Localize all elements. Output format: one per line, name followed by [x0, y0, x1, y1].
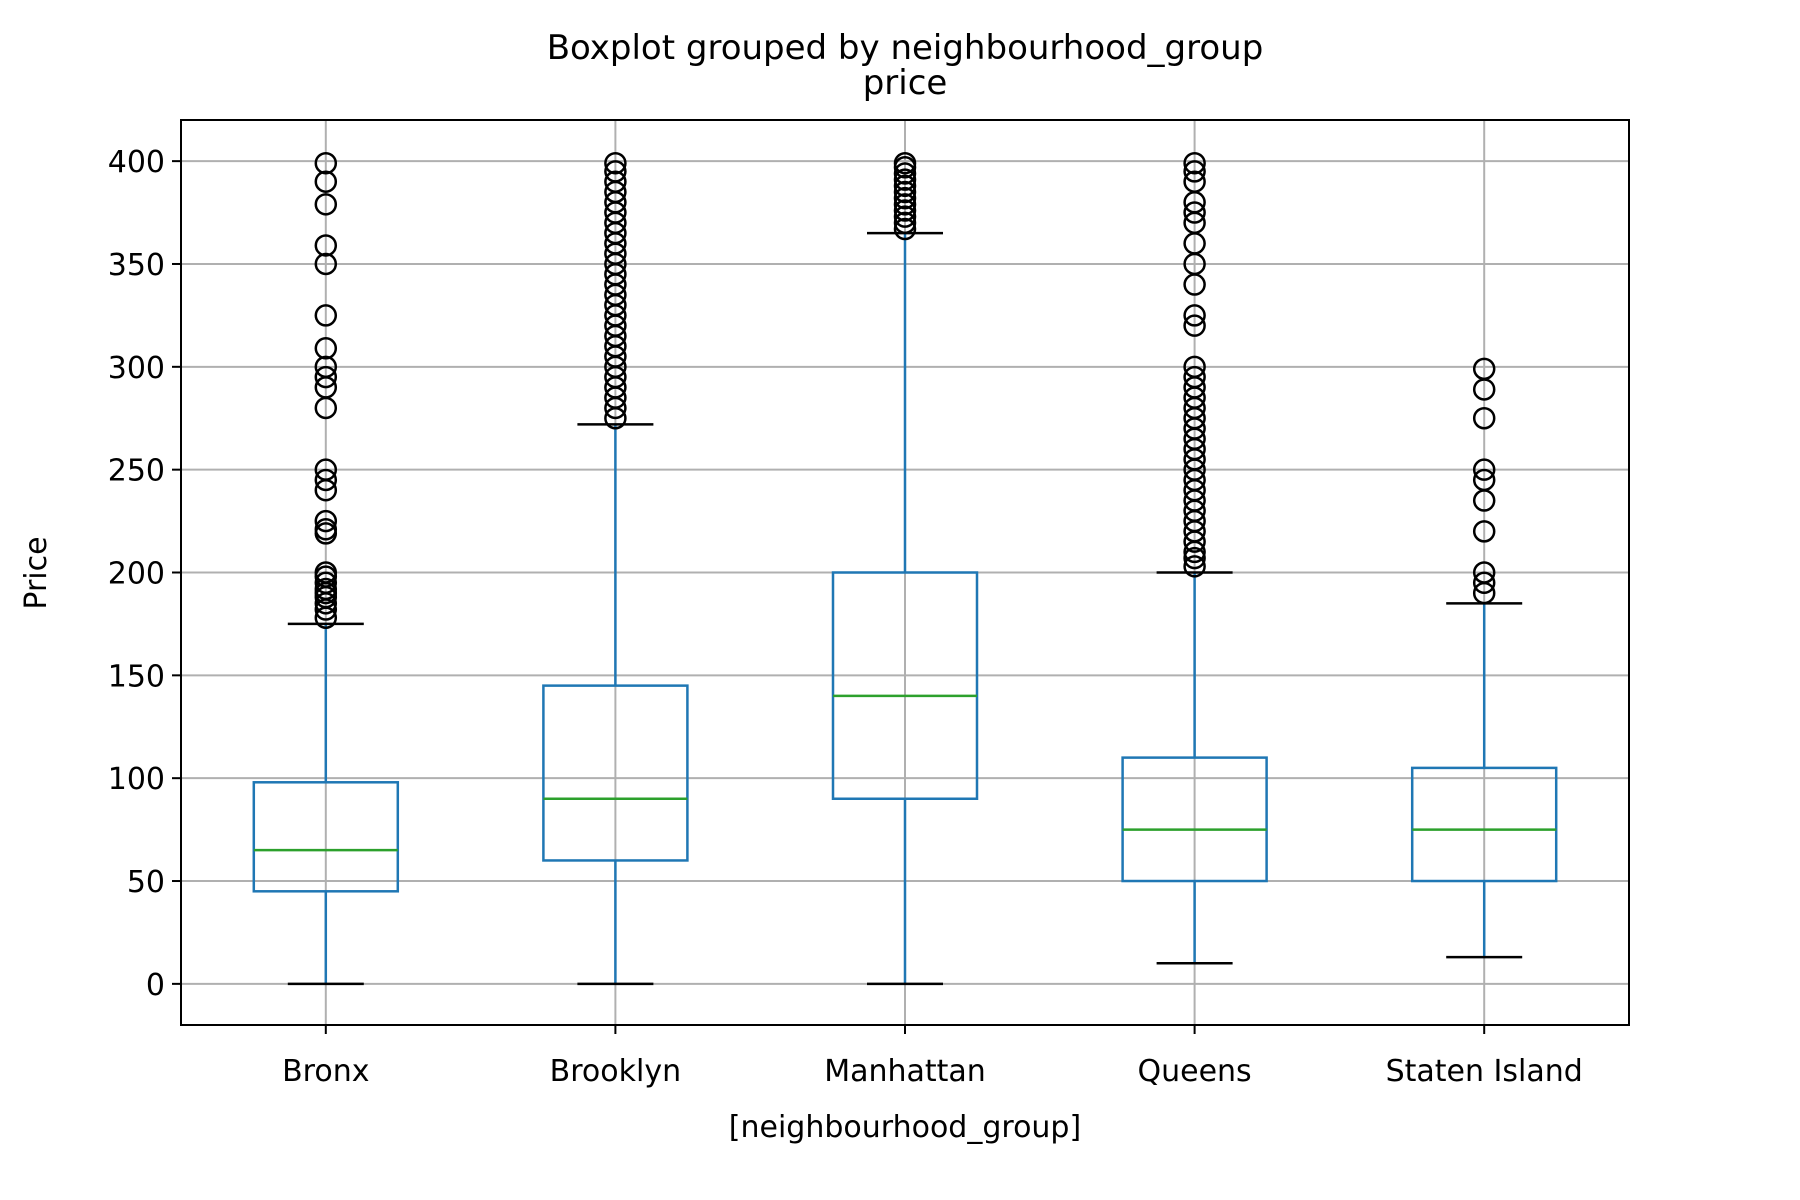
outlier-point [314, 509, 338, 533]
outlier-point [604, 151, 627, 175]
outlier-point [314, 170, 338, 193]
x-tick-label: Staten Island [1386, 1054, 1583, 1089]
outlier-point [314, 468, 338, 492]
y-tick-label: 350 [108, 248, 165, 283]
outlier-point [314, 355, 338, 379]
axes-title: price [863, 63, 948, 103]
outlier-point [1183, 365, 1206, 389]
box-group [831, 151, 979, 986]
outlier-point [893, 205, 917, 228]
outlier-point [314, 337, 338, 360]
x-tick-label: Manhattan [824, 1054, 986, 1089]
plot-frame [180, 119, 1630, 1026]
box-group [1121, 151, 1268, 965]
outlier-point [1472, 571, 1496, 595]
outlier-point [893, 193, 917, 216]
outlier-point [893, 174, 917, 198]
outlier-point [314, 365, 338, 389]
iqr-box [252, 781, 400, 893]
outlier-point [314, 234, 338, 257]
outlier-point [893, 162, 917, 185]
outlier-point [1472, 406, 1496, 430]
x-axis-label: [neighbourhood_group] [729, 1110, 1081, 1145]
outlier-point [1472, 561, 1496, 584]
outlier-point [1183, 555, 1206, 578]
outlier-point [893, 151, 917, 175]
x-tick-label: Brooklyn [550, 1054, 681, 1089]
iqr-box [542, 684, 689, 862]
iqr-box [1121, 756, 1268, 883]
outlier-point [604, 160, 627, 183]
y-tick-label: 100 [108, 762, 165, 797]
outlier-point [314, 518, 338, 541]
y-tick-label: 400 [108, 145, 165, 180]
outlier-point [893, 199, 917, 222]
outlier-point [314, 571, 338, 595]
outlier-point [314, 304, 338, 327]
outlier-point [314, 193, 338, 216]
y-tick-label: 250 [108, 454, 165, 489]
figure-suptitle: Boxplot grouped by neighbourhood_group [547, 28, 1264, 68]
iqr-box [831, 571, 979, 800]
outlier-point [314, 577, 338, 601]
outlier-point [893, 217, 917, 241]
y-tick-label: 50 [127, 865, 165, 900]
axis-ticks: 0 50 100 150 200 250 300 350 400 Bronx Brooklyn Man… [108, 145, 1583, 1089]
box-group [252, 151, 400, 986]
y-tick-label: 0 [146, 968, 165, 1003]
iqr-box [1410, 766, 1558, 883]
y-tick-label: 200 [108, 557, 165, 592]
outlier-point [1183, 355, 1206, 379]
x-tick-label: Queens [1138, 1054, 1252, 1089]
y-tick-label: 300 [108, 351, 165, 386]
outlier-point [893, 168, 917, 191]
box-group [1410, 357, 1558, 959]
outlier-point [893, 186, 917, 210]
box-series [252, 151, 1558, 986]
outlier-point [1183, 201, 1206, 224]
outlier-point [1472, 357, 1496, 381]
outlier-point [1472, 468, 1496, 492]
outlier-point [1472, 520, 1496, 543]
outlier-point [893, 180, 917, 204]
y-axis-label: Price [19, 536, 54, 609]
outlier-point [1183, 170, 1206, 193]
outlier-point [314, 561, 338, 584]
outlier-point [1183, 546, 1206, 570]
outlier-point [1183, 314, 1206, 337]
outlier-point [1472, 458, 1496, 481]
outlier-point [314, 252, 338, 276]
x-tick-label: Bronx [282, 1054, 369, 1089]
outlier-point [893, 211, 917, 235]
outlier-point [1183, 151, 1206, 175]
outlier-point [604, 170, 627, 193]
outlier-point [1183, 160, 1206, 183]
outlier-point [314, 458, 338, 481]
outlier-point [1183, 304, 1206, 327]
box-group [542, 151, 689, 986]
y-tick-label: 150 [108, 659, 165, 694]
outlier-point [314, 151, 338, 175]
